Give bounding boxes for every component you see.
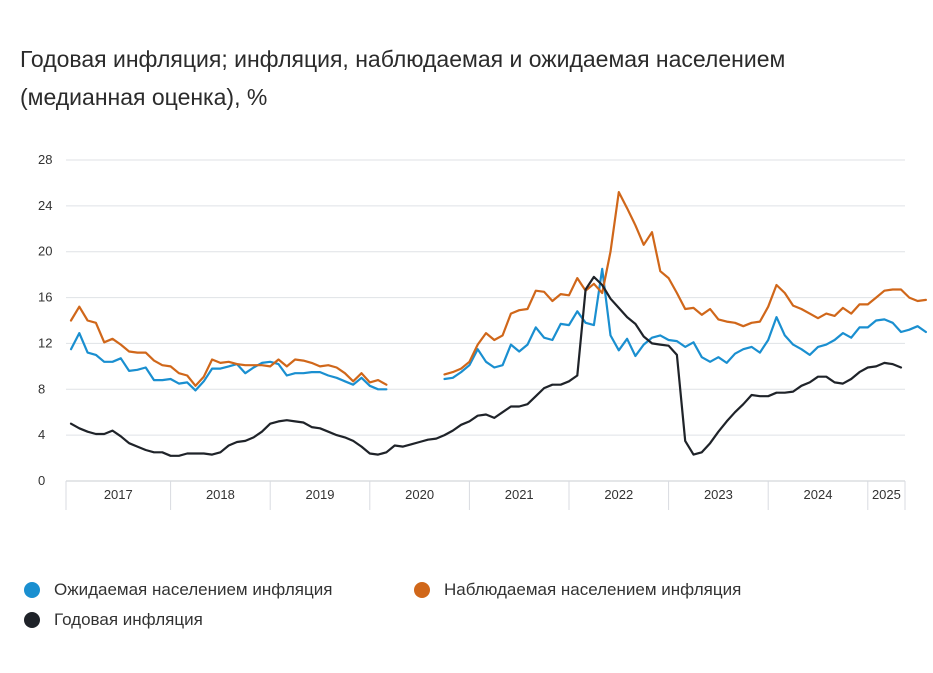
series-line-expected <box>69 267 927 392</box>
x-tick-label: 2023 <box>704 487 733 502</box>
y-tick-label: 4 <box>38 427 45 442</box>
x-tick-label: 2020 <box>405 487 434 502</box>
legend-dot-annual <box>24 612 40 628</box>
x-tick-label: 2019 <box>306 487 335 502</box>
legend-item-observed[interactable]: Наблюдаемая населением инфляция <box>414 580 741 600</box>
x-tick-label: 2024 <box>804 487 833 502</box>
series-line-annual <box>69 275 903 457</box>
x-tick-label: 2021 <box>505 487 534 502</box>
y-tick-label: 16 <box>38 290 52 305</box>
x-tick-label: 2022 <box>604 487 633 502</box>
y-tick-label: 20 <box>38 244 52 259</box>
x-tick-label: 2025 <box>872 487 901 502</box>
x-tick-label: 2018 <box>206 487 235 502</box>
legend-dot-expected <box>24 582 40 598</box>
y-tick-label: 28 <box>38 152 52 167</box>
series-line-observed <box>69 191 927 387</box>
y-tick-label: 12 <box>38 335 52 350</box>
legend-label-expected: Ожидаемая населением инфляция <box>54 580 333 599</box>
y-tick-label: 0 <box>38 473 45 488</box>
legend: Ожидаемая населением инфляция Наблюдаема… <box>24 580 904 640</box>
y-tick-label: 24 <box>38 198 52 213</box>
chart-title: Годовая инфляция; инфляция, наблюдаемая … <box>20 46 786 110</box>
y-tick-label: 8 <box>38 381 45 396</box>
legend-dot-observed <box>414 582 430 598</box>
legend-item-annual[interactable]: Годовая инфляция <box>24 610 203 630</box>
legend-label-observed: Наблюдаемая населением инфляция <box>444 580 742 599</box>
legend-item-expected[interactable]: Ожидаемая населением инфляция <box>24 580 332 600</box>
legend-label-annual: Годовая инфляция <box>54 610 203 629</box>
x-tick-label: 2017 <box>104 487 133 502</box>
